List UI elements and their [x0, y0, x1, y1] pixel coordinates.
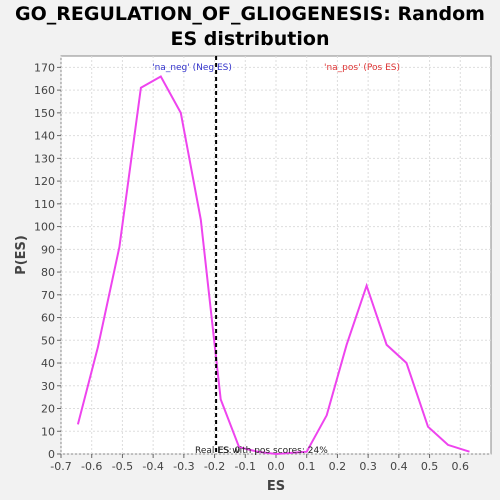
x-tick-label: 0.0: [267, 460, 285, 473]
y-tick-label: 60: [41, 312, 55, 325]
y-tick-label: 10: [41, 425, 55, 438]
y-tick-label: 140: [34, 130, 55, 143]
plot-area: [60, 55, 492, 455]
y-tick-label: 70: [41, 289, 55, 302]
x-tick-label: -0.6: [81, 460, 102, 473]
y-tick-label: 120: [34, 175, 55, 188]
x-tick-label: 0.5: [421, 460, 439, 473]
x-tick-label: -0.7: [50, 460, 71, 473]
y-tick-label: 170: [34, 61, 55, 74]
x-axis-label: ES: [267, 479, 285, 494]
annotation-pos-es: 'na_pos' (Pos ES): [324, 63, 400, 73]
x-tick-label: -0.1: [235, 460, 256, 473]
y-tick-label: 30: [41, 380, 55, 393]
y-tick-label: 0: [48, 448, 55, 461]
annotation-real-es: Real ES: 0: [195, 446, 241, 456]
y-tick-label: 80: [41, 266, 55, 279]
x-tick-label: -0.4: [142, 460, 163, 473]
x-tick-label: 0.2: [329, 460, 347, 473]
x-tick-label: 0.3: [359, 460, 377, 473]
y-axis-label: P(ES): [14, 235, 29, 275]
x-tick-label: -0.2: [204, 460, 225, 473]
y-tick-label: 100: [34, 221, 55, 234]
annotation-pos-scores: ES with pos scores: 24%: [218, 446, 328, 456]
y-tick-label: 110: [34, 198, 55, 211]
x-tick-label: 0.1: [298, 460, 316, 473]
y-tick-label: 40: [41, 357, 55, 370]
x-tick-label: -0.3: [173, 460, 194, 473]
x-tick-label: -0.5: [112, 460, 133, 473]
y-tick-label: 150: [34, 107, 55, 120]
y-tick-label: 20: [41, 403, 55, 416]
y-tick-label: 160: [34, 84, 55, 97]
chart-title-line-2: ES distribution: [170, 28, 330, 50]
x-tick-label: 0.4: [390, 460, 408, 473]
chart-title-line-1: GO_REGULATION_OF_GLIOGENESIS: Random: [15, 3, 485, 25]
series-line: [76, 75, 470, 456]
y-tick-label: 90: [41, 243, 55, 256]
x-tick-label: 0.6: [452, 460, 470, 473]
y-tick-label: 50: [41, 334, 55, 347]
y-axis: 0 10 20 30 40 50 60 70 80 90 100 110 120 130 140 150 160…: [34, 61, 61, 461]
chart-title: GO_REGULATION_OF_GLIOGENESIS: Random ES …: [0, 2, 500, 52]
y-tick-label: 130: [34, 152, 55, 165]
annotation-neg-es: 'na_neg' (Neg ES): [152, 63, 232, 73]
x-axis: -0.7 -0.6 -0.5 -0.4 -0.3 -0.2 -0.1 0.0 0.1 0.2 0.3…: [50, 454, 469, 473]
